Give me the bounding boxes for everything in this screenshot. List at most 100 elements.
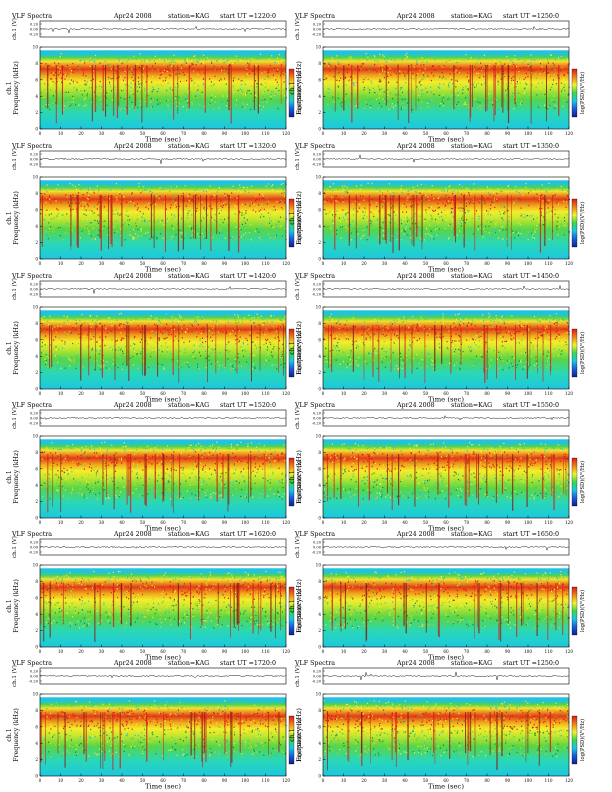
colorbar	[571, 586, 578, 636]
x-tick-label: 0	[39, 778, 42, 783]
y-tick-label: 6	[35, 207, 38, 212]
y-tick-label: 6	[35, 337, 38, 342]
x-tick-label: 120	[565, 778, 573, 783]
waveform-tick-label: 0.20	[313, 412, 322, 416]
x-tick-label: 60	[443, 131, 449, 136]
x-tick-label: 20	[78, 649, 84, 654]
waveform-tick-label: 0.00	[30, 675, 39, 679]
colorbar	[571, 328, 578, 378]
y-axis-label: Frequency (kHz)	[296, 321, 303, 375]
x-tick-label: 120	[282, 391, 290, 396]
x-tick-label: 120	[565, 261, 573, 266]
x-tick-label: 40	[119, 261, 125, 266]
waveform-tick-label: -0.20	[312, 33, 322, 37]
x-tick-label: 50	[140, 649, 146, 654]
x-tick-label: 80	[484, 778, 490, 783]
x-tick-label: 0	[322, 649, 325, 654]
x-tick-label: 10	[341, 649, 347, 654]
waveform-tick-label: 0.00	[313, 417, 322, 421]
waveform-tick-label: 0.20	[30, 283, 39, 287]
x-tick-label: 20	[361, 778, 367, 783]
header-title: VLF Spectra	[11, 143, 52, 150]
waveform-ylabel: ch.1 (V)	[294, 148, 301, 170]
x-tick-label: 120	[282, 131, 290, 136]
y-axis-label: Frequency (kHz)	[13, 61, 20, 115]
y-tick-label: 4	[35, 483, 38, 488]
x-axis-label: Time (sec)	[428, 266, 464, 274]
spectrogram-panel: VLF Spectra Apr24 2008 station=KAG start UT…	[289, 273, 586, 404]
x-axis-label: Time (sec)	[428, 783, 464, 791]
x-tick-label: 120	[565, 520, 573, 525]
waveform-tick-label: 0.20	[313, 153, 322, 157]
y-tick-label: 6	[35, 466, 38, 471]
y-axis-channel: ch.1	[289, 341, 296, 355]
y-tick-label: 4	[35, 612, 38, 617]
x-tick-label: 60	[443, 391, 449, 396]
waveform-tick-label: -0.20	[312, 551, 322, 555]
header-start-time: start UT =1420:0	[220, 273, 276, 280]
x-tick-label: 0	[39, 391, 42, 396]
header-station: station=KAG	[451, 273, 492, 280]
y-tick-label: 4	[318, 483, 321, 488]
y-tick-label: 4	[318, 612, 321, 617]
x-tick-label: 110	[545, 778, 553, 783]
y-tick-label: 0	[35, 645, 38, 650]
waveform-ylabel: ch.1 (V)	[294, 278, 301, 300]
x-tick-label: 30	[382, 778, 388, 783]
x-tick-label: 0	[322, 391, 325, 396]
spectrogram-image	[323, 180, 569, 259]
spectrogram-panel: VLF Spectra Apr24 2008 station=KAG start UT…	[289, 13, 586, 144]
colorbar-label: log(PSD)(V²/Hz)	[296, 72, 303, 114]
colorbar	[288, 457, 295, 507]
y-tick-label: 8	[35, 708, 38, 713]
y-axis-channel: ch.1	[289, 470, 296, 484]
x-tick-label: 60	[160, 520, 166, 525]
y-tick-label: 4	[318, 354, 321, 359]
header-start-time: start UT =1720:0	[220, 660, 276, 667]
spectrogram-panel: VLF Spectra Apr24 2008 station=KAG start UT…	[289, 531, 586, 662]
x-tick-label: 70	[181, 261, 187, 266]
x-tick-label: 100	[241, 261, 249, 266]
y-tick-label: 8	[35, 321, 38, 326]
header-station: station=KAG	[451, 402, 492, 409]
x-tick-label: 20	[78, 131, 84, 136]
header-date: Apr24 2008	[396, 531, 435, 538]
x-tick-label: 10	[58, 131, 64, 136]
waveform-tick-label: 0.20	[30, 23, 39, 27]
y-tick-label: 10	[316, 563, 322, 568]
waveform-ylabel: ch.1 (V)	[11, 665, 18, 687]
x-tick-label: 30	[99, 391, 105, 396]
y-tick-label: 8	[35, 450, 38, 455]
y-tick-label: 8	[318, 321, 321, 326]
y-tick-label: 8	[318, 61, 321, 66]
y-axis-channel: ch.1	[289, 599, 296, 613]
x-tick-label: 30	[382, 520, 388, 525]
x-tick-label: 80	[201, 131, 207, 136]
waveform-tick-label: 0.00	[313, 158, 322, 162]
x-tick-label: 40	[402, 649, 408, 654]
y-tick-label: 6	[35, 724, 38, 729]
spectrogram-panel: VLF Spectra Apr24 2008 station=KAG start UT…	[6, 531, 303, 662]
y-tick-label: 2	[35, 499, 38, 504]
colorbar-label: log(PSD)(V²/Hz)	[296, 461, 303, 503]
waveform-tick-label: 0.20	[30, 541, 39, 545]
x-tick-label: 80	[201, 261, 207, 266]
y-tick-label: 10	[33, 305, 39, 310]
y-axis-channel: ch.1	[6, 728, 13, 742]
x-tick-label: 120	[282, 520, 290, 525]
colorbar-label: log(PSD)(V²/Hz)	[579, 461, 586, 503]
x-tick-label: 60	[160, 131, 166, 136]
x-tick-label: 30	[382, 391, 388, 396]
y-axis-label: Frequency (kHz)	[13, 708, 20, 762]
waveform-ylabel: ch.1 (V)	[11, 18, 18, 40]
header-date: Apr24 2008	[396, 273, 435, 280]
spectrogram-image	[40, 568, 286, 647]
y-tick-label: 8	[318, 191, 321, 196]
colorbar-label: log(PSD)(V²/Hz)	[296, 332, 303, 374]
x-tick-label: 100	[524, 520, 532, 525]
x-tick-label: 70	[181, 520, 187, 525]
header-station: station=KAG	[451, 531, 492, 538]
x-tick-label: 110	[545, 391, 553, 396]
x-tick-label: 70	[181, 131, 187, 136]
spectrogram-image	[323, 697, 569, 776]
